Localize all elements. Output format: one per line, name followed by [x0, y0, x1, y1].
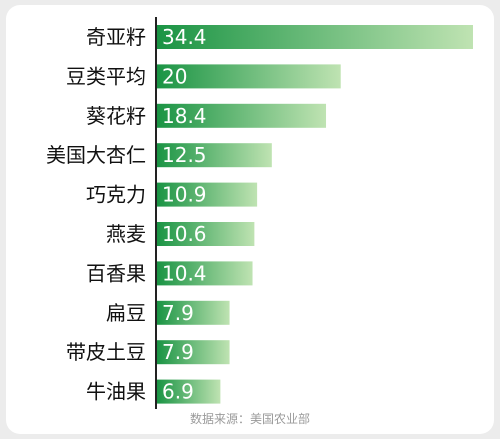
bar — [157, 300, 230, 325]
category-label: 奇亚籽 — [86, 25, 146, 49]
value-label: 18.4 — [162, 104, 207, 128]
value-label: 7.9 — [162, 340, 194, 364]
bar — [157, 103, 327, 128]
value-label: 6.9 — [162, 380, 194, 404]
category-label: 带皮土豆 — [66, 340, 146, 364]
category-label: 牛油果 — [86, 380, 146, 404]
bar — [157, 64, 341, 89]
category-label: 豆类平均 — [66, 64, 146, 88]
value-label: 10.4 — [162, 261, 207, 285]
value-label: 7.9 — [162, 301, 194, 325]
chart-card: 奇亚籽 34.4 豆类平均 20 葵花籽 18.4 美国大杏仁 12.5 巧克力 10.9 燕麦 10… — [6, 5, 494, 434]
category-label: 葵花籽 — [86, 104, 146, 128]
bar — [157, 222, 255, 246]
category-label: 百香果 — [86, 261, 146, 285]
bar — [157, 379, 221, 404]
value-label: 20 — [162, 64, 187, 88]
bar — [157, 261, 253, 286]
value-label: 10.6 — [162, 222, 207, 246]
source-note: 数据来源：美国农业部 — [190, 411, 310, 426]
bar — [157, 143, 272, 168]
value-label: 10.9 — [162, 183, 207, 207]
value-label: 34.4 — [162, 25, 207, 49]
bar — [157, 182, 258, 207]
bar — [157, 25, 473, 49]
category-label: 美国大杏仁 — [46, 143, 146, 167]
category-label: 巧克力 — [86, 183, 146, 207]
category-label: 燕麦 — [106, 222, 146, 246]
category-label: 扁豆 — [106, 301, 146, 325]
bar — [157, 340, 230, 365]
value-label: 12.5 — [162, 143, 207, 167]
bar-chart: 奇亚籽 34.4 豆类平均 20 葵花籽 18.4 美国大杏仁 12.5 巧克力 10.9 燕麦 10… — [46, 17, 473, 426]
